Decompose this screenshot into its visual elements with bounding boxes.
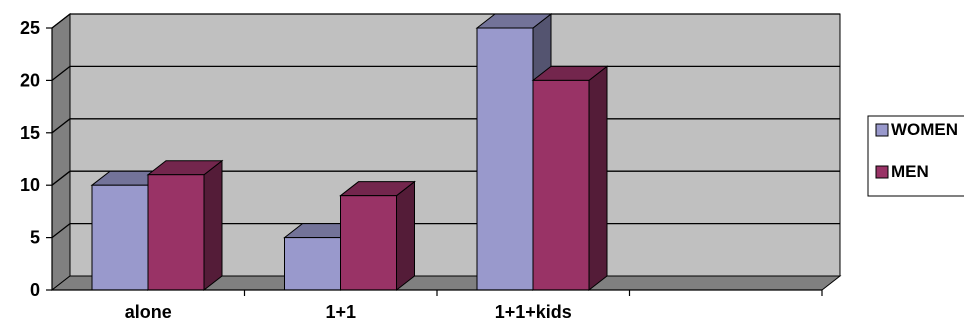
- gridline: [51, 13, 840, 29]
- bars: [90, 12, 609, 292]
- bar-men-alone: [146, 159, 224, 292]
- x-tick-label: 1+1+kids: [495, 302, 572, 322]
- bar-front: [532, 79, 590, 291]
- legend-swatch-women: [875, 123, 889, 137]
- bar-men-1+1: [339, 180, 416, 292]
- x-tick-label: 1+1: [325, 302, 356, 322]
- axes: 0 5 10 15 20 25 alone 1+1 1+1+kids: [20, 18, 823, 322]
- y-tick-label: 0: [30, 280, 40, 300]
- bar-front: [340, 195, 397, 291]
- y-tick-label: 15: [20, 123, 40, 143]
- x-tick-label: alone: [125, 302, 172, 322]
- legend-swatch-men: [875, 165, 889, 179]
- side-wall: [51, 12, 71, 292]
- y-tick-label: 5: [30, 228, 40, 248]
- y-tick-label: 20: [20, 70, 40, 90]
- bar-front: [147, 174, 205, 291]
- bar-men-1+1+kids: [531, 65, 609, 292]
- bar-side: [396, 180, 415, 292]
- legend-label-men: MEN: [891, 162, 929, 181]
- y-tick-label: 10: [20, 175, 40, 195]
- bar-front: [476, 27, 534, 291]
- legend: WOMEN MEN: [867, 115, 964, 197]
- bar-front: [284, 237, 341, 291]
- y-tick-label: 25: [20, 18, 40, 38]
- bar-front: [91, 184, 149, 291]
- bar-side: [588, 65, 608, 292]
- legend-label-women: WOMEN: [891, 120, 958, 139]
- bar-side: [203, 159, 223, 292]
